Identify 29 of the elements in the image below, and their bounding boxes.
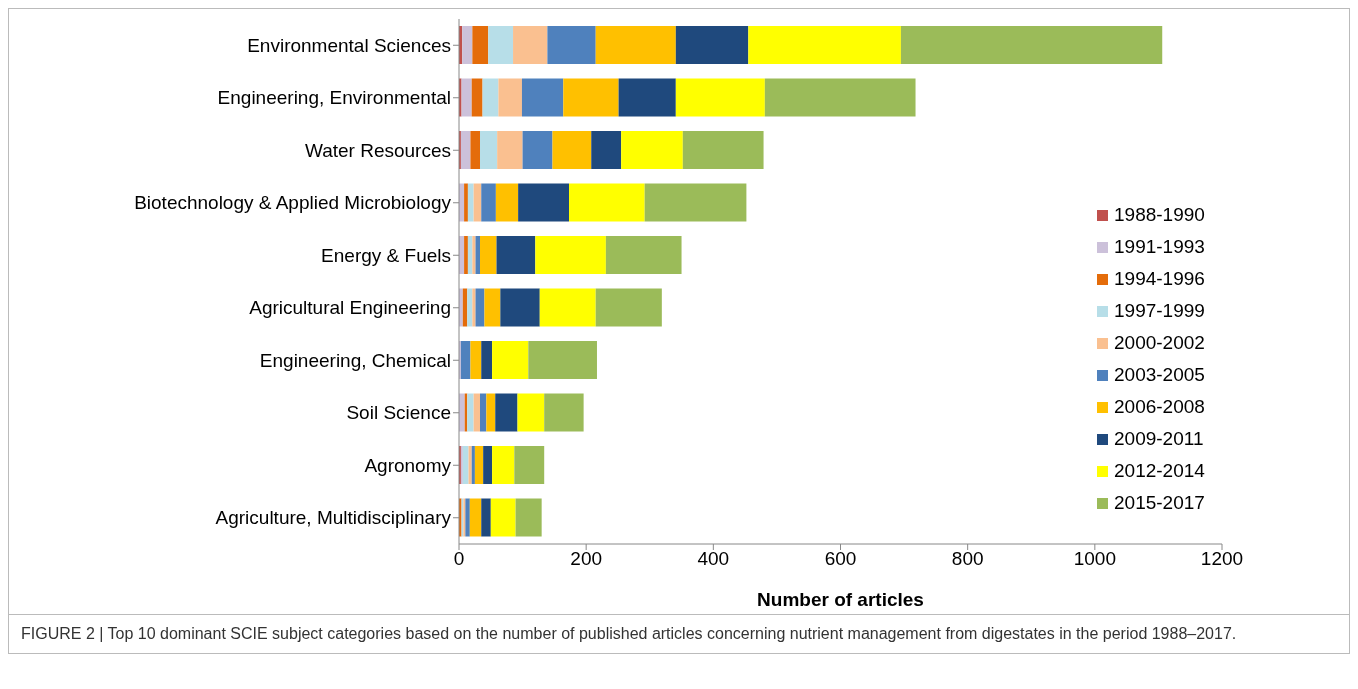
- legend-label: 2009-2011: [1114, 427, 1204, 451]
- legend-label: 1988-1990: [1114, 203, 1205, 227]
- y-tick-label: Agronomy: [364, 454, 452, 476]
- legend-label: 1997-1999: [1114, 299, 1205, 323]
- y-tick-label: Energy & Fuels: [321, 244, 451, 266]
- x-tick-label: 600: [824, 548, 857, 570]
- x-tick-label: 400: [697, 548, 730, 570]
- y-tick-label: Soil Science: [346, 402, 451, 424]
- x-tick-label: 0: [453, 548, 465, 570]
- x-tick-label: 1200: [1200, 548, 1244, 570]
- y-tick-label: Water Resources: [304, 139, 451, 161]
- y-tick-label: Biotechnology & Applied Microbiology: [134, 192, 452, 214]
- legend-label: 2015-2017: [1114, 491, 1205, 515]
- y-tick-label: Environmental Sciences: [247, 34, 451, 56]
- legend-label: 2003-2005: [1114, 363, 1205, 387]
- caption: FIGURE 2 | Top 10 dominant SCIE subject categories based on the number of published articles concerning nutrient management from digestates in the period 1988–2017.: [21, 625, 1238, 643]
- legend-label: 1991-1993: [1114, 235, 1205, 259]
- x-axis-title: Number of articles: [757, 589, 924, 610]
- x-tick-label: 200: [570, 548, 603, 570]
- y-tick-label: Agricultural Engineering: [249, 297, 451, 319]
- legend-label: 2012-2014: [1114, 459, 1205, 483]
- x-tick-label: 800: [951, 548, 984, 570]
- y-tick-label: Agriculture, Multidisciplinary: [215, 507, 452, 529]
- x-tick-label: 1000: [1073, 548, 1116, 570]
- legend-label: 2000-2002: [1114, 331, 1205, 355]
- y-tick-label: Engineering, Chemical: [259, 349, 451, 371]
- legend-label: 1994-1996: [1114, 267, 1205, 291]
- legend-label: 2006-2008: [1114, 395, 1205, 419]
- y-tick-label: Engineering, Environmental: [217, 87, 451, 109]
